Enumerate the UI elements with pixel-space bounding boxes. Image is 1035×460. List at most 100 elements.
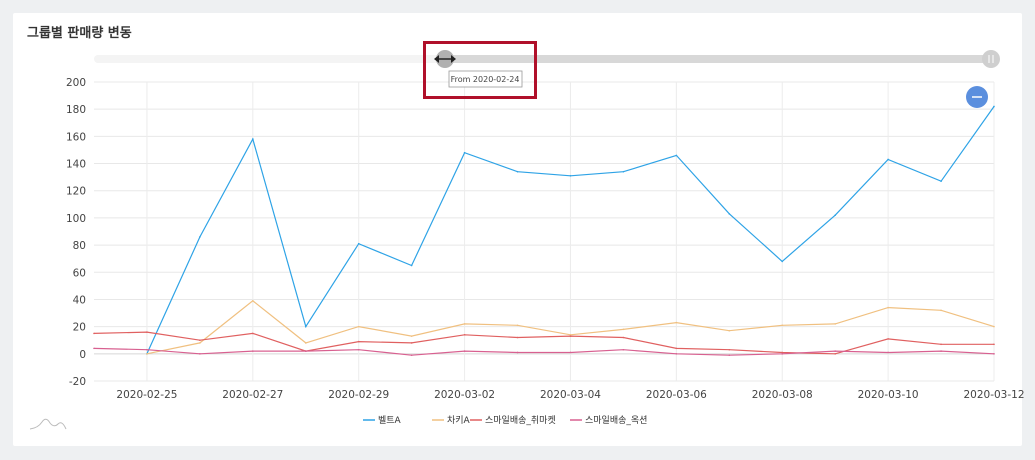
data-point <box>781 351 784 354</box>
series-line-4 <box>93 347 995 356</box>
data-point <box>463 323 466 325</box>
data-point <box>675 321 678 324</box>
y-tick-label: 100 <box>66 213 86 225</box>
series-line-3 <box>93 331 994 355</box>
data-point <box>410 335 413 337</box>
data-point <box>993 343 995 346</box>
data-point <box>781 353 784 355</box>
data-point <box>304 342 307 344</box>
slider-tooltip-box <box>448 70 523 88</box>
data-point <box>463 333 466 336</box>
data-point <box>357 340 360 343</box>
range-slider-right-handle[interactable] <box>982 50 1000 68</box>
data-point <box>887 158 889 161</box>
x-tick-label: 2020-02-25 <box>116 389 177 401</box>
data-point <box>93 347 95 350</box>
data-point <box>357 348 360 351</box>
y-tick-label: 120 <box>66 186 86 198</box>
data-point <box>146 331 148 333</box>
legend-label[interactable]: 차키A <box>447 414 471 426</box>
data-point <box>887 306 889 309</box>
data-point <box>410 354 413 356</box>
data-point <box>622 328 625 331</box>
data-point <box>463 350 466 352</box>
data-point <box>675 154 678 157</box>
y-tick-label: 40 <box>73 294 86 306</box>
data-point <box>252 350 254 352</box>
data-point <box>940 309 942 312</box>
legend: 벨트A 차키A 스마일배송_취마켓 스마일배송_옥션 <box>363 414 647 426</box>
highlight-box <box>423 41 537 99</box>
data-point <box>199 236 201 238</box>
data-point <box>887 351 889 354</box>
data-point <box>834 353 836 355</box>
slider-tooltip-text: From 2020-02-24 <box>451 75 520 84</box>
data-point <box>357 242 360 245</box>
data-point <box>940 350 942 352</box>
data-point <box>304 350 307 352</box>
data-point <box>728 354 731 356</box>
data-point <box>728 348 731 351</box>
y-tick-label: 80 <box>73 240 86 252</box>
data-point <box>728 329 731 332</box>
y-tick-label: 20 <box>73 322 86 334</box>
data-point <box>781 260 784 263</box>
data-point <box>463 151 466 154</box>
data-point <box>834 323 836 325</box>
legend-label[interactable]: 벨트A <box>378 415 402 426</box>
data-point <box>834 350 836 352</box>
data-point <box>199 339 201 342</box>
data-point <box>146 348 148 351</box>
x-tick-label: 2020-02-27 <box>222 389 283 401</box>
x-tick-label: 2020-03-10 <box>858 389 919 401</box>
x-axis: 2020-02-25 2020-02-27 2020-02-29 2020-03-02… <box>116 389 1024 401</box>
data-point <box>622 336 625 339</box>
data-point <box>252 300 254 302</box>
y-tick-label: 140 <box>66 159 86 171</box>
legend-label[interactable]: 스마일배송_옥션 <box>585 415 647 426</box>
y-tick-label: 180 <box>66 104 86 116</box>
data-point <box>516 324 519 327</box>
y-tick-label: 200 <box>66 77 86 89</box>
x-tick-label: 2020-03-12 <box>963 389 1024 401</box>
x-tick-label: 2020-03-06 <box>646 389 707 401</box>
data-point <box>940 180 942 183</box>
range-slider-selection <box>445 55 994 63</box>
y-tick-label: -20 <box>69 376 86 388</box>
data-point <box>199 342 201 344</box>
mini-chart-icon <box>29 418 67 430</box>
series-lines <box>93 105 995 356</box>
y-tick-label: 160 <box>66 131 86 143</box>
y-tick-label: 60 <box>73 267 86 279</box>
data-point <box>993 325 995 328</box>
data-point <box>675 353 678 355</box>
data-point <box>410 264 413 267</box>
data-point <box>516 336 519 339</box>
data-point <box>199 353 201 355</box>
chart-title: 그룹별 판매량 변동 <box>27 26 132 41</box>
legend-label[interactable]: 스마일배송_취마켓 <box>485 415 556 426</box>
data-point <box>993 353 995 355</box>
data-point <box>834 214 836 216</box>
data-point <box>357 325 360 328</box>
data-point <box>516 351 519 354</box>
resize-cursor-icon <box>434 55 456 63</box>
data-point <box>569 174 572 177</box>
data-point <box>728 213 731 215</box>
x-tick-label: 2020-03-04 <box>540 389 601 401</box>
data-point <box>622 170 625 173</box>
data-point <box>410 342 413 344</box>
y-tick-label: 0 <box>79 349 86 361</box>
x-tick-label: 2020-02-29 <box>328 389 389 401</box>
data-point <box>887 338 889 340</box>
data-point <box>993 105 995 108</box>
data-point <box>304 325 307 328</box>
x-tick-label: 2020-03-02 <box>434 389 495 401</box>
data-point <box>940 343 942 346</box>
data-point <box>252 332 254 335</box>
data-point <box>622 348 625 351</box>
data-point <box>252 138 254 140</box>
data-point <box>569 351 572 354</box>
